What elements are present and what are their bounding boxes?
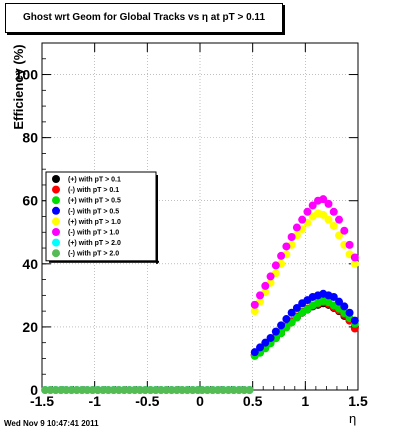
legend-label: (+) with pT > 1.0 bbox=[68, 219, 121, 226]
data-point bbox=[324, 199, 333, 208]
title-box: Ghost wrt Geom for Global Tracks vs η at… bbox=[5, 3, 283, 33]
data-point bbox=[287, 233, 296, 242]
data-point bbox=[308, 201, 317, 210]
legend-marker bbox=[52, 217, 60, 226]
data-point bbox=[329, 221, 338, 230]
legend-marker bbox=[52, 175, 60, 183]
data-point bbox=[319, 195, 328, 204]
data-point bbox=[250, 300, 259, 309]
data-point bbox=[340, 302, 349, 311]
x-tick-label: -1.5 bbox=[30, 393, 54, 409]
chart-title: Ghost wrt Geom for Global Tracks vs η at… bbox=[22, 12, 266, 23]
legend: (+) with pT > 0.1 (-) with pT > 0.1 (+) wi… bbox=[45, 171, 159, 264]
legend-label: (+) with pT > 0.1 bbox=[68, 177, 121, 184]
x-tick-label: 0 bbox=[196, 393, 204, 409]
data-point bbox=[350, 259, 359, 268]
data-point bbox=[329, 292, 338, 301]
data-point bbox=[277, 321, 286, 330]
data-point bbox=[256, 343, 265, 352]
data-point bbox=[319, 210, 328, 219]
data-point bbox=[350, 253, 359, 262]
legend-marker bbox=[52, 249, 60, 258]
data-point bbox=[340, 226, 349, 235]
data-point bbox=[250, 348, 259, 357]
y-tick-label: 80 bbox=[22, 130, 38, 146]
y-tick-label: 40 bbox=[22, 256, 38, 272]
legend-label: (-) with pT > 2.0 bbox=[68, 251, 119, 258]
timestamp-footer: Wed Nov 9 10:47:41 2011 bbox=[4, 419, 99, 428]
data-point bbox=[266, 333, 275, 342]
data-point bbox=[292, 313, 301, 322]
data-point bbox=[292, 223, 301, 232]
data-point bbox=[345, 308, 354, 317]
legend-marker bbox=[52, 206, 60, 215]
data-point bbox=[256, 291, 265, 300]
legend-marker bbox=[52, 196, 60, 205]
data-point bbox=[266, 272, 275, 281]
data-point bbox=[324, 215, 333, 224]
data-point bbox=[335, 297, 344, 306]
data-point bbox=[292, 303, 301, 312]
legend-box bbox=[45, 171, 157, 262]
data-point bbox=[282, 315, 291, 324]
x-tick-label: -0.5 bbox=[135, 393, 159, 409]
y-tick-label: 0 bbox=[30, 382, 38, 398]
x-axis-label: η bbox=[349, 411, 357, 426]
data-point bbox=[287, 308, 296, 317]
legend-marker bbox=[52, 238, 60, 247]
data-point bbox=[282, 242, 291, 251]
data-point bbox=[250, 307, 259, 316]
legend-label: (-) with pT > 0.5 bbox=[68, 208, 119, 215]
data-point bbox=[335, 231, 344, 240]
y-tick-label: 60 bbox=[22, 193, 38, 209]
data-point bbox=[335, 215, 344, 224]
y-tick-label: 20 bbox=[22, 319, 38, 335]
data-point bbox=[350, 316, 359, 325]
data-point bbox=[277, 251, 286, 260]
x-tick-label: 0.5 bbox=[243, 393, 263, 409]
x-tick-label: 1.5 bbox=[348, 393, 368, 409]
x-tick-label: 1 bbox=[301, 393, 309, 409]
data-point bbox=[303, 207, 312, 216]
legend-label: (+) with pT > 2.0 bbox=[68, 240, 121, 247]
data-point bbox=[261, 281, 270, 290]
legend-marker bbox=[52, 228, 60, 236]
data-point bbox=[271, 261, 280, 270]
legend-label: (+) with pT > 0.5 bbox=[68, 198, 121, 205]
legend-label: (-) with pT > 0.1 bbox=[68, 187, 119, 194]
data-point bbox=[245, 386, 254, 394]
data-point bbox=[298, 215, 307, 224]
data-point bbox=[345, 240, 354, 249]
axis-ticks: -1.5 -1 -0.5 0 0.5 1 1.5 0 20 40 60 80 100 bbox=[15, 42, 368, 409]
legend-shadow bbox=[49, 260, 159, 263]
data-point bbox=[271, 327, 280, 336]
data-point bbox=[329, 207, 338, 216]
data-point bbox=[261, 338, 270, 347]
legend-label: (-) with pT > 1.0 bbox=[68, 230, 119, 237]
data-points bbox=[41, 195, 359, 394]
legend-marker bbox=[52, 185, 60, 194]
x-tick-label: -1 bbox=[88, 393, 101, 409]
y-tick-label: 100 bbox=[15, 67, 39, 83]
legend-shadow bbox=[156, 175, 158, 264]
